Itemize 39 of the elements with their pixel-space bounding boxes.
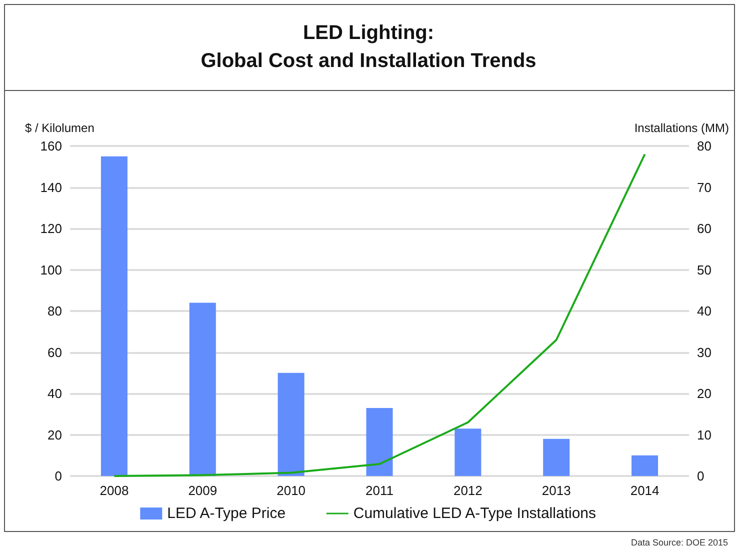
y-tick-label: 40 [48,386,62,401]
line-series [113,153,646,477]
y-axis-title: $ / Kilolumen [25,121,94,135]
x-tick-label: 2009 [188,483,218,498]
x-tick-label: 2011 [366,483,394,498]
source-note: Data Source: DOE 2015 [630,538,728,548]
y-tick-label: 140 [40,180,62,195]
y2-tick-label: 30 [697,344,712,360]
y-tick-label: 20 [48,427,62,442]
bar [543,438,570,476]
y2-tick-label: 20 [697,386,712,401]
x-tick-label: 2012 [453,483,482,498]
y-tick-label: 0 [54,468,62,484]
bar [189,302,216,476]
bar [632,455,658,476]
bar [366,408,393,476]
y-tick-label: 60 [48,344,62,360]
y2-axis-title: Installations (MM) [634,121,730,135]
y2-tick-label: 0 [697,468,704,484]
legend-label: Cumulative LED A-Type Installations [353,505,596,522]
y-tick-label: 100 [40,262,62,278]
bar [454,428,482,476]
bar [278,372,304,476]
x-tick-label: 2013 [542,483,571,498]
y2-tick-label: 50 [697,262,712,278]
x-tick-label: 2014 [630,483,660,498]
y2-tick-label: 40 [697,304,712,318]
chart-title: LED Lighting: Global Cost and Installation Trends [200,22,536,72]
y-tick-label: 120 [40,221,62,236]
bar [100,156,128,476]
y2-tick-label: 80 [697,138,712,154]
y-tick-label: 160 [40,138,62,154]
x-tick-label: 2008 [100,483,129,498]
legend-label: LED A-Type Price [167,505,286,522]
x-tick-label: 2010 [276,483,306,498]
y2-tick-label: 70 [697,180,712,195]
y2-tick-label: 10 [697,427,712,442]
y2-tick-label: 60 [697,221,712,236]
y-tick-label: 80 [48,304,62,318]
